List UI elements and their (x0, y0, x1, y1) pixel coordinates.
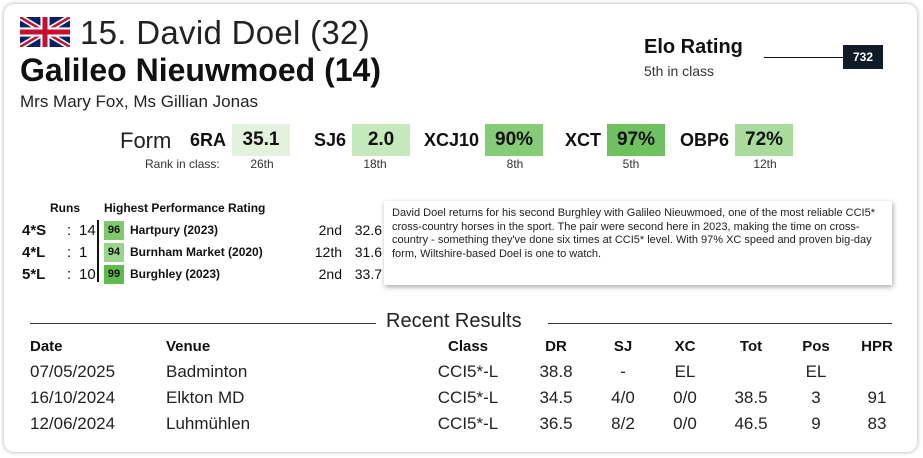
form-rank: 12th (753, 157, 777, 171)
preview-description: David Doel returns for his second Burghl… (384, 201, 892, 285)
col-header-sj: SJ (613, 338, 633, 355)
cell-hpr: 83 (867, 414, 887, 433)
cell-pos: 9 (811, 414, 821, 433)
recent-results-rule-left (30, 323, 376, 324)
form-item-sj6: SJ6 2.0 (314, 124, 411, 156)
hpr-position: 2nd (318, 266, 342, 282)
cell-date: 16/10/2024 (30, 388, 116, 407)
runs-row: 4*S : 14 (22, 220, 109, 240)
run-colon: : (67, 221, 72, 239)
cell-venue: Badminton (166, 362, 248, 381)
rider-name: 15. David Doel (32) (80, 14, 371, 51)
col-header-date: Date (30, 338, 63, 355)
cell-xc: EL (674, 362, 696, 381)
hpr-score-badge: 96 (104, 220, 124, 240)
cell-tot: 46.5 (734, 414, 768, 433)
col-header-dr: DR (545, 338, 567, 355)
hpr-event: Burghley (2023) (130, 267, 221, 281)
form-value: 97% (607, 124, 665, 156)
cell-xc: 0/0 (673, 414, 697, 433)
hpr-penalty-score: 33.7 (354, 266, 382, 282)
form-item-6ra: 6RA 35.1 (190, 124, 291, 156)
elo-title: Elo Rating (644, 36, 743, 58)
form-rank: 8th (506, 157, 524, 171)
form-rank: 5th (622, 157, 640, 171)
recent-results-rule-right (548, 323, 892, 324)
runs-header: Runs (50, 201, 80, 215)
rank-in-class-label: Rank in class: (145, 157, 220, 171)
hpr-penalty-score: 31.6 (354, 244, 382, 260)
form-item-xcj10: XCJ10 90% (424, 124, 544, 156)
form-value: 2.0 (352, 124, 411, 156)
cell-venue: Elkton MD (166, 388, 245, 407)
cell-tot: 38.5 (734, 388, 768, 407)
col-header-class: Class (447, 338, 489, 355)
cell-venue: Luhmühlen (166, 414, 251, 433)
hpr-event: Hartpury (2023) (130, 223, 219, 237)
cell-pos: EL (805, 362, 827, 381)
form-value: 72% (735, 124, 794, 156)
cell-dr: 38.8 (539, 362, 573, 381)
cell-dr: 36.5 (539, 414, 573, 433)
hpr-penalty-score: 32.6 (354, 222, 382, 238)
form-rank: 26th (250, 157, 274, 171)
elo-value-badge: 732 (843, 45, 883, 69)
recent-results-title: Recent Results (386, 310, 522, 332)
col-header-hpr: HPR (861, 338, 893, 355)
hpr-row: 99 Burghley (2023) 2nd 33.7 (104, 264, 382, 284)
cell-hpr: 91 (867, 388, 887, 407)
form-value: 35.1 (232, 124, 291, 156)
cell-sj: - (620, 362, 626, 381)
form-key: 6RA (190, 129, 227, 150)
form-rank: 18th (363, 157, 387, 171)
col-header-pos: Pos (802, 338, 830, 355)
elo-divider (764, 57, 850, 58)
runs-divider (97, 220, 99, 282)
hpr-score-badge: 99 (104, 264, 124, 284)
cell-date: 12/06/2024 (30, 414, 116, 433)
run-count: 14 (79, 221, 96, 239)
cell-class: CCI5*-L (437, 414, 499, 433)
cell-pos: 3 (811, 388, 821, 407)
runs-row: 4*L : 1 (22, 242, 109, 262)
hpr-position: 12th (314, 244, 342, 260)
form-label: Form (120, 128, 172, 153)
cell-class: CCI5*-L (437, 362, 499, 381)
run-level: 5*L (22, 265, 46, 283)
col-header-venue: Venue (166, 338, 211, 355)
hpr-row: 96 Hartpury (2023) 2nd 32.6 (104, 220, 382, 240)
cell-date: 07/05/2025 (30, 362, 116, 381)
form-key: XCT (565, 129, 601, 150)
form-key: OBP6 (680, 129, 730, 150)
hpr-score-badge: 94 (104, 242, 124, 262)
form-item-obp6: OBP6 72% (680, 124, 794, 156)
run-level: 4*S (22, 221, 47, 239)
owners: Mrs Mary Fox, Ms Gillian Jonas (20, 92, 259, 111)
run-colon: : (67, 265, 72, 283)
form-key: XCJ10 (424, 129, 480, 150)
hpr-row: 94 Burnham Market (2020) 12th 31.6 (104, 242, 382, 262)
form-value: 90% (485, 124, 544, 156)
run-level: 4*L (22, 243, 46, 261)
form-item-xct: XCT 97% (565, 124, 665, 156)
hpr-event: Burnham Market (2020) (130, 245, 263, 259)
form-key: SJ6 (314, 129, 347, 150)
cell-sj: 8/2 (611, 414, 635, 433)
horse-name: Galileo Nieuwmoed (14) (20, 52, 381, 88)
uk-flag-icon (20, 17, 70, 47)
cell-xc: 0/0 (673, 388, 697, 407)
run-count: 1 (79, 243, 88, 261)
hpr-position: 2nd (318, 222, 342, 238)
run-count: 10 (79, 265, 96, 283)
cell-sj: 4/0 (611, 388, 635, 407)
col-header-tot: Tot (739, 338, 763, 355)
run-colon: : (67, 243, 72, 261)
cell-class: CCI5*-L (437, 388, 499, 407)
cell-dr: 34.5 (539, 388, 573, 407)
runs-row: 5*L : 10 (22, 264, 109, 284)
col-header-xc: XC (674, 338, 696, 355)
hpr-header: Highest Performance Rating (104, 201, 266, 215)
elo-class-rank: 5th in class (644, 63, 715, 79)
